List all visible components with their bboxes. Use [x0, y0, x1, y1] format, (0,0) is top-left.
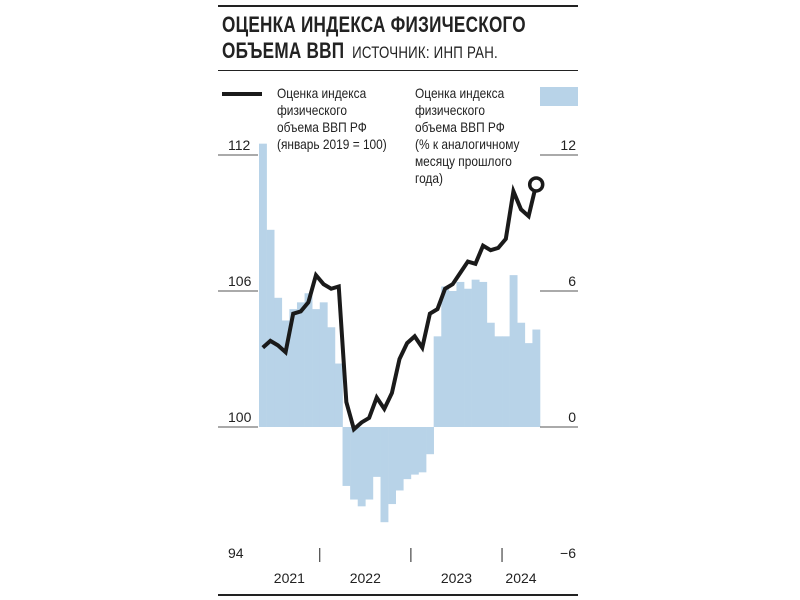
left-tick-label: 106	[228, 273, 252, 289]
bar	[486, 322, 495, 427]
bar	[524, 343, 533, 427]
bar	[471, 279, 480, 427]
bar	[342, 427, 351, 486]
bar	[350, 427, 359, 500]
bar	[312, 309, 321, 427]
year-label: 2024	[505, 570, 536, 586]
bar	[418, 427, 427, 473]
bar	[304, 293, 313, 427]
right-tick-label: 0	[568, 409, 576, 425]
bar	[296, 302, 305, 427]
chart-title-line2: ОБЪЕМА ВВП ИСТОЧНИК: ИНП РАН.	[222, 38, 498, 64]
right-tick-label: −6	[560, 545, 576, 561]
legend-bar-swatch	[540, 87, 578, 106]
right-tick-label: 6	[568, 273, 576, 289]
bar	[502, 336, 510, 427]
top-rule	[218, 5, 578, 7]
chart-title-line1: ОЦЕНКА ИНДЕКСА ФИЗИЧЕСКОГО	[222, 12, 526, 37]
bar	[494, 336, 503, 427]
bar	[334, 363, 343, 427]
bar	[281, 320, 290, 427]
bar	[357, 427, 366, 507]
bar	[372, 427, 381, 477]
bar	[456, 281, 465, 427]
bar	[380, 427, 389, 523]
left-tick-label: 112	[228, 137, 251, 153]
bar	[509, 275, 518, 427]
year-label: 2021	[274, 570, 305, 586]
bar	[395, 427, 404, 491]
bar	[259, 143, 267, 427]
bar	[365, 427, 374, 500]
bar	[517, 322, 526, 427]
bar	[448, 291, 457, 427]
header-rule	[218, 70, 578, 71]
legend-line-label: Оценка индекса физического объема ВВП РФ…	[277, 85, 387, 152]
bar	[410, 427, 419, 475]
bar	[464, 288, 472, 427]
bar	[274, 297, 283, 427]
bar	[327, 327, 336, 427]
bar	[426, 427, 434, 455]
chart-title-text: ОБЪЕМА ВВП	[222, 38, 345, 63]
left-tick-label: 94	[228, 545, 244, 561]
bar	[289, 309, 298, 427]
bar	[433, 336, 442, 427]
source-note: ИСТОЧНИК: ИНП РАН.	[352, 43, 498, 62]
bar	[403, 427, 412, 480]
legend-line-swatch	[222, 92, 262, 96]
bottom-rule	[218, 594, 578, 596]
line-end-marker	[527, 176, 545, 193]
bar	[388, 427, 397, 505]
bar	[479, 281, 488, 427]
year-label: 2022	[350, 570, 381, 586]
left-tick-label: 100	[228, 409, 252, 425]
right-tick-label: 12	[560, 137, 576, 153]
index-line	[261, 184, 539, 433]
bar	[266, 229, 275, 427]
year-label: 2023	[441, 570, 472, 586]
legend-bar-label: Оценка индекса физического объема ВВП РФ…	[415, 85, 520, 186]
bar	[532, 329, 541, 427]
bar	[319, 302, 328, 427]
bar	[441, 286, 450, 427]
